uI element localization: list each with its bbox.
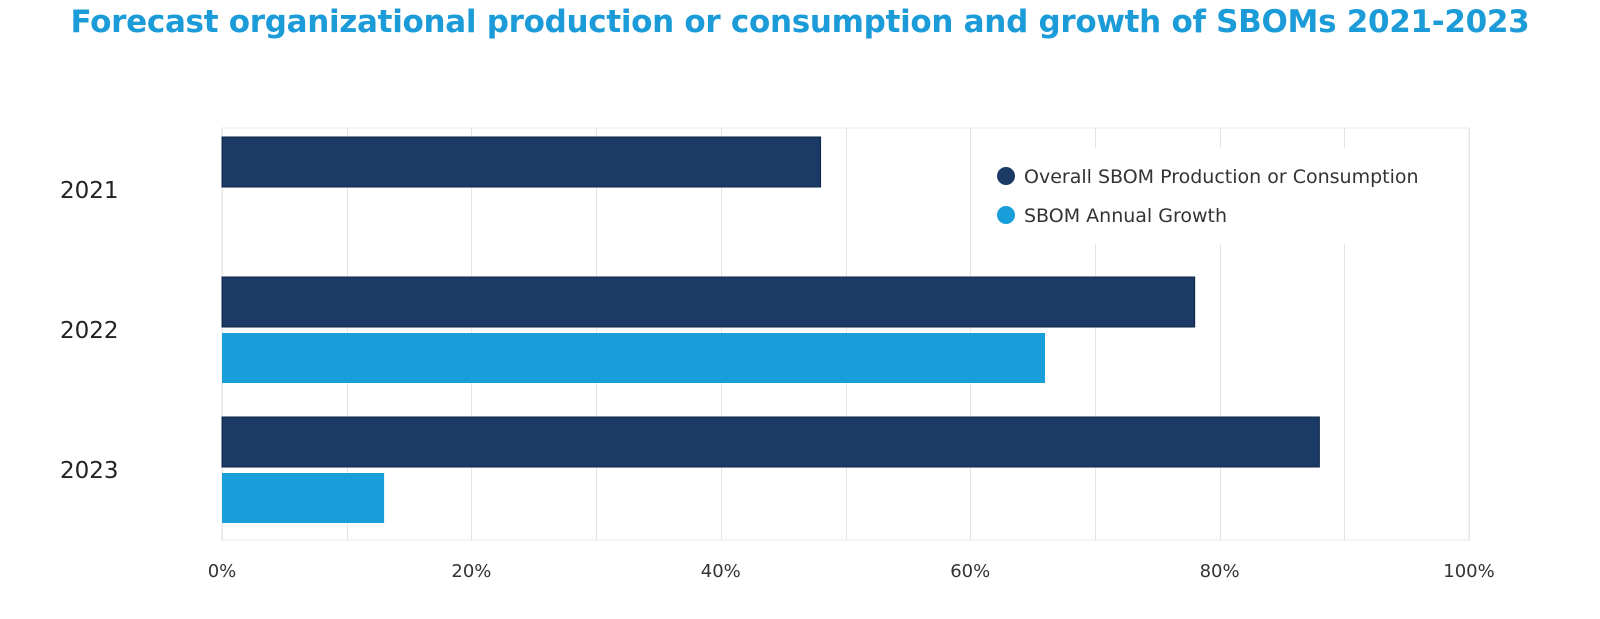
category-label-2022: 2022 <box>60 318 119 344</box>
bar-overall-2023 <box>221 416 1320 468</box>
legend: Overall SBOM Production or Consumption S… <box>980 148 1466 244</box>
bar-growth-2022 <box>222 333 1046 383</box>
legend-item-growth: SBOM Annual Growth <box>997 205 1227 227</box>
bar-growth-2023 <box>222 473 385 523</box>
category-labels: 2021 2022 2023 <box>60 178 119 484</box>
bars <box>221 136 1320 523</box>
category-label-2021: 2021 <box>60 178 119 204</box>
x-tick-label-0: 0% <box>208 561 237 582</box>
x-axis-tick-labels: 0% 20% 40% 60% 80% 100% <box>208 561 1495 582</box>
legend-swatch-growth <box>997 206 1015 224</box>
x-tick-label-40: 40% <box>701 561 741 582</box>
x-tick-label-100: 100% <box>1443 561 1494 582</box>
chart-title: Forecast organizational production or co… <box>70 4 1530 40</box>
legend-label-growth: SBOM Annual Growth <box>1024 205 1227 227</box>
category-label-2023: 2023 <box>60 458 119 484</box>
legend-item-overall: Overall SBOM Production or Consumption <box>997 166 1419 188</box>
legend-swatch-overall <box>997 167 1015 185</box>
bar-overall-2021 <box>221 136 822 188</box>
legend-label-overall: Overall SBOM Production or Consumption <box>1024 166 1419 188</box>
x-tick-label-60: 60% <box>950 561 990 582</box>
bar-overall-2022 <box>221 276 1196 328</box>
legend-background <box>980 148 1466 244</box>
x-tick-label-20: 20% <box>451 561 491 582</box>
x-tick-label-80: 80% <box>1200 561 1240 582</box>
